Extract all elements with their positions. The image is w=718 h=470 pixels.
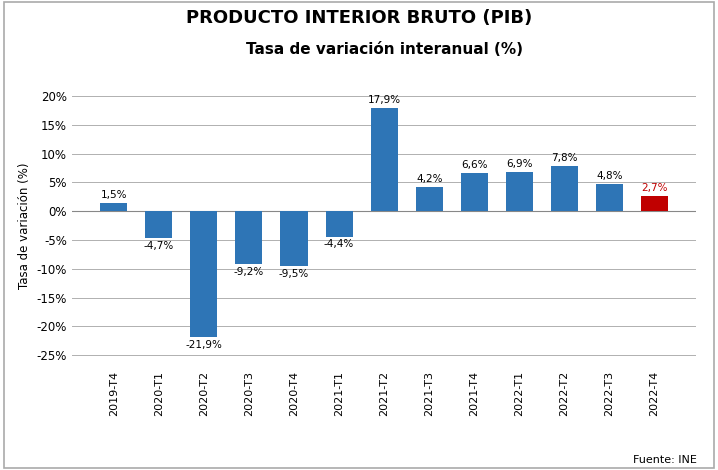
- Text: -21,9%: -21,9%: [185, 340, 223, 350]
- Bar: [281, 211, 307, 266]
- Text: 17,9%: 17,9%: [368, 95, 401, 105]
- Text: -4,7%: -4,7%: [144, 241, 174, 251]
- Text: -9,5%: -9,5%: [279, 269, 309, 279]
- Text: -4,4%: -4,4%: [324, 239, 354, 250]
- Bar: [596, 184, 623, 211]
- Bar: [505, 172, 533, 211]
- Text: 4,2%: 4,2%: [416, 174, 442, 184]
- Y-axis label: Tasa de variación (%): Tasa de variación (%): [18, 162, 31, 289]
- Bar: [551, 166, 578, 211]
- Text: 4,8%: 4,8%: [596, 171, 623, 180]
- Text: Fuente: INE: Fuente: INE: [633, 455, 696, 465]
- Text: 2,7%: 2,7%: [641, 183, 668, 193]
- Text: 6,6%: 6,6%: [461, 160, 488, 170]
- Bar: [236, 211, 263, 264]
- Bar: [325, 211, 353, 236]
- Text: 1,5%: 1,5%: [101, 190, 127, 200]
- Bar: [145, 211, 172, 238]
- Bar: [101, 203, 127, 211]
- Bar: [461, 173, 488, 211]
- Bar: [190, 211, 218, 337]
- Text: 6,9%: 6,9%: [506, 158, 533, 169]
- Text: 7,8%: 7,8%: [551, 153, 578, 164]
- Title: Tasa de variación interanual (%): Tasa de variación interanual (%): [246, 42, 523, 57]
- Bar: [370, 108, 398, 211]
- Bar: [416, 187, 443, 211]
- Bar: [641, 196, 668, 211]
- Text: -9,2%: -9,2%: [234, 267, 264, 277]
- Text: PRODUCTO INTERIOR BRUTO (PIB): PRODUCTO INTERIOR BRUTO (PIB): [186, 9, 532, 27]
